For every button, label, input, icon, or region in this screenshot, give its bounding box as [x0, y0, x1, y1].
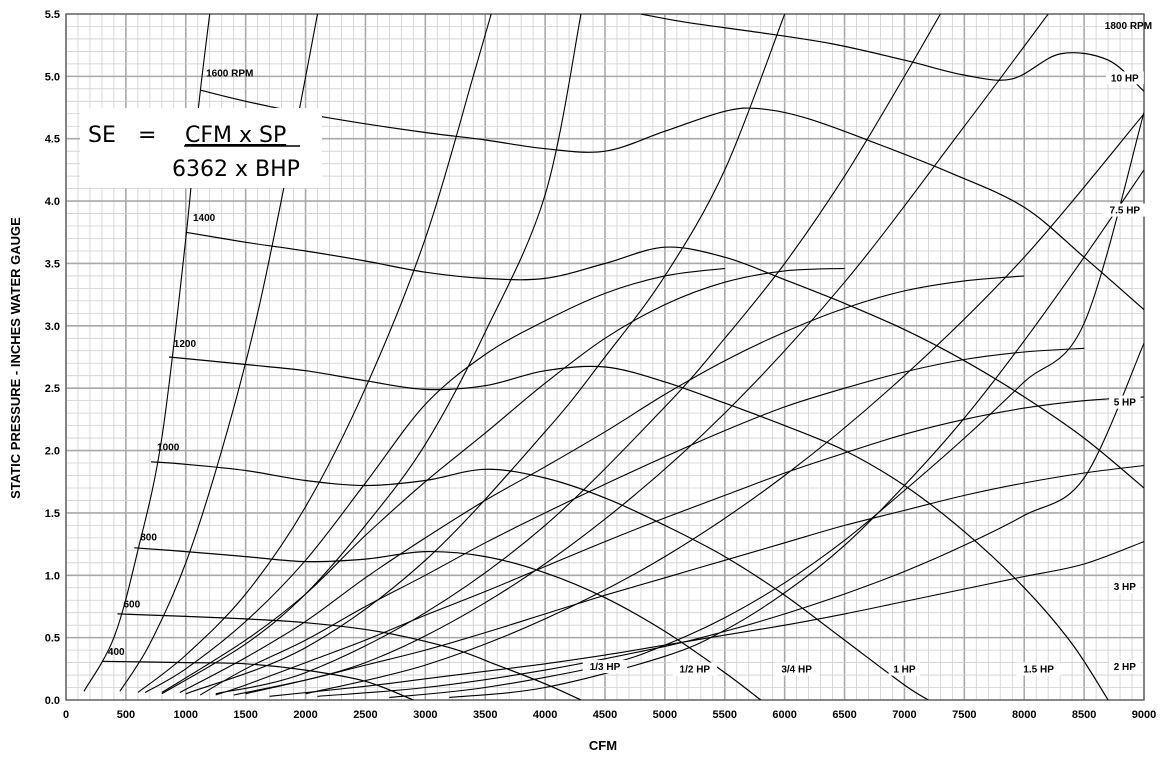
- y-tick-label: 5.5: [45, 9, 60, 21]
- rpm-curve: [168, 356, 1109, 700]
- rpm-curve: [185, 231, 1144, 489]
- ticks: 0 500 1000 1500 2000 2500 3000 3500 4000 4500 5000…: [45, 9, 1157, 721]
- rpm-curve: [117, 613, 582, 700]
- hp-curve-label: 3 HP: [1114, 582, 1137, 593]
- y-axis-title: STATIC PRESSURE - INCHES WATER GAUGE: [8, 217, 23, 499]
- hp-curve: [161, 267, 845, 693]
- hp-curve: [144, 267, 725, 693]
- rpm-curve-label: 400: [108, 647, 125, 658]
- formula-denominator: 6362 x BHP: [172, 157, 300, 182]
- x-tick-label: 4000: [533, 709, 557, 721]
- system-curve: [305, 113, 1144, 695]
- hp-curve-label: 5 HP: [1114, 398, 1137, 409]
- x-tick-label: 5500: [713, 709, 737, 721]
- x-tick-label: 7500: [952, 709, 976, 721]
- x-tick-label: 1500: [233, 709, 257, 721]
- x-tick-label: 500: [117, 709, 135, 721]
- hp-label-background: [1016, 662, 1061, 676]
- rpm-curve: [200, 89, 1144, 311]
- x-tick-label: 8500: [1072, 709, 1096, 721]
- hp-curve-label: 7.5 HP: [1110, 206, 1141, 217]
- x-tick-label: 5000: [653, 709, 677, 721]
- plot-frame: [65, 13, 1145, 701]
- x-tick-label: 7000: [892, 709, 916, 721]
- y-tick-label: 2.5: [45, 383, 60, 395]
- x-tick-label: 1000: [174, 709, 198, 721]
- rpm-curve-label: 1800 RPM: [1105, 21, 1152, 32]
- formula-box: [80, 108, 322, 188]
- rpm-curve: [150, 461, 929, 700]
- rpm-curve-label: 600: [123, 600, 140, 611]
- rpm-curve: [134, 547, 762, 700]
- x-tick-label: 3000: [413, 709, 437, 721]
- rpm-curve-label: 1600 RPM: [206, 68, 253, 79]
- hp-curve-label: 2 HP: [1114, 662, 1137, 673]
- hp-label-background: [1109, 395, 1141, 409]
- hp-label-background: [1109, 580, 1141, 594]
- hp-curve: [317, 343, 1144, 697]
- y-tick-label: 5.0: [45, 71, 60, 83]
- x-tick-label: 4500: [593, 709, 617, 721]
- hp-curve-label: 1.5 HP: [1023, 665, 1054, 676]
- hp-curve: [215, 396, 1144, 696]
- x-tick-label: 6000: [772, 709, 796, 721]
- formula-numerator: CFM x SP: [185, 123, 286, 148]
- rpm-curve-label: 1200: [174, 339, 197, 350]
- hp-curve-label: 10 HP: [1111, 73, 1139, 84]
- x-tick-label: 8000: [1012, 709, 1036, 721]
- hp-label-background: [672, 662, 718, 676]
- x-tick-label: 9000: [1132, 709, 1156, 721]
- y-tick-label: 2.0: [45, 446, 60, 458]
- y-tick-label: 1.0: [45, 570, 60, 582]
- y-tick-label: 3.0: [45, 321, 60, 333]
- formula-lhs: SE: [88, 123, 116, 148]
- system-curve: [137, 14, 492, 693]
- rpm-curve-label: 1000: [157, 443, 180, 454]
- hp-curve: [233, 464, 1144, 696]
- x-tick-label: 2000: [293, 709, 317, 721]
- rpm-curve-label: 1400: [193, 213, 216, 224]
- system-curve: [215, 14, 941, 695]
- x-axis-title: CFM: [589, 738, 617, 753]
- hp-label-background: [1109, 660, 1141, 674]
- y-tick-label: 4.0: [45, 196, 60, 208]
- rpm-curve: [640, 14, 1144, 92]
- curve-labels: 400 600 800 1000 1200 1400 1600 RPM 1800 RPM 1/3…: [108, 21, 1152, 676]
- y-tick-label: 0.0: [45, 695, 60, 707]
- formula-equals: =: [138, 123, 156, 148]
- hp-label-background: [888, 662, 921, 676]
- hp-curve: [199, 347, 1085, 696]
- hp-curve: [389, 112, 1144, 699]
- system-curve: [245, 14, 1049, 695]
- x-tick-label: 3500: [473, 709, 497, 721]
- hp-curve: [179, 275, 1025, 693]
- hp-curve-label: 1/3 HP: [590, 662, 621, 673]
- y-tick-label: 1.5: [45, 508, 60, 520]
- hp-curve-label: 1/2 HP: [680, 665, 711, 676]
- hp-curve: [269, 541, 1144, 697]
- x-tick-label: 0: [63, 709, 69, 721]
- hp-label-background: [582, 660, 628, 674]
- x-tick-label: 6500: [832, 709, 856, 721]
- system-curve: [161, 14, 582, 695]
- x-tick-label: 2500: [353, 709, 377, 721]
- y-tick-label: 4.5: [45, 134, 60, 146]
- hp-curve-label: 1 HP: [893, 665, 916, 676]
- hp-label-background: [774, 662, 819, 676]
- y-tick-label: 3.5: [45, 258, 60, 270]
- hp-label-background: [1105, 71, 1144, 85]
- hp-label-background: [1102, 203, 1148, 217]
- rpm-curve: [101, 660, 414, 700]
- y-tick-label: 0.5: [45, 633, 60, 645]
- hp-curve-label: 3/4 HP: [781, 665, 812, 676]
- system-curve: [185, 14, 786, 695]
- rpm-curve-label: 800: [140, 532, 157, 543]
